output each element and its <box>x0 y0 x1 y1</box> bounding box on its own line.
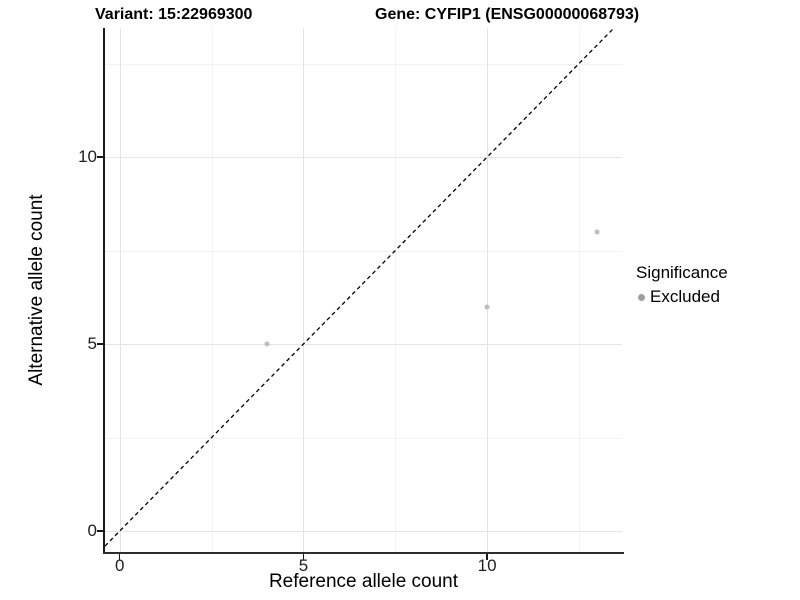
x-tick-label: 5 <box>298 556 309 575</box>
variant-title: Variant: 15:22969300 <box>95 6 253 23</box>
legend-item-label: Excluded <box>650 287 720 306</box>
identity-reference-line <box>105 28 615 547</box>
data-point <box>264 341 270 347</box>
y-minor-gridline <box>105 250 622 252</box>
y-minor-gridline <box>105 63 622 65</box>
plot-panel <box>105 28 622 552</box>
x-minor-gridline <box>395 28 397 552</box>
data-point <box>594 229 600 235</box>
x-axis-line <box>103 552 624 554</box>
y-tick-label: 10 <box>78 147 97 167</box>
x-major-gridline <box>119 28 121 552</box>
y-axis-tick <box>97 343 104 345</box>
x-minor-gridline <box>211 28 213 552</box>
y-minor-gridline <box>105 437 622 439</box>
legend-item-excluded: Excluded <box>638 287 728 307</box>
legend-key-dot-icon <box>638 293 645 301</box>
x-major-gridline <box>487 28 489 552</box>
y-axis-tick <box>97 156 104 158</box>
x-axis-tick <box>302 553 305 560</box>
x-axis-title: Reference allele count <box>268 571 459 592</box>
data-point <box>484 304 490 310</box>
x-major-gridline <box>303 28 305 552</box>
legend-title: Significance <box>636 263 728 282</box>
legend: Significance Excluded <box>636 263 728 307</box>
y-major-gridline <box>105 157 622 159</box>
y-tick-label: 5 <box>87 334 97 354</box>
y-major-gridline <box>105 344 622 346</box>
y-tick-label: 0 <box>87 521 97 541</box>
y-axis-title: Alternative allele count <box>26 194 47 386</box>
x-tick-label: 10 <box>477 556 497 575</box>
x-axis-tick <box>486 553 488 560</box>
y-axis-line <box>103 28 106 554</box>
gene-title: Gene: CYFIP1 (ENSG00000068793) <box>375 6 640 23</box>
y-major-gridline <box>105 531 622 533</box>
x-minor-gridline <box>579 28 580 552</box>
y-axis-tick <box>97 530 104 532</box>
x-axis-tick <box>118 553 121 560</box>
x-tick-label: 0 <box>114 556 125 575</box>
